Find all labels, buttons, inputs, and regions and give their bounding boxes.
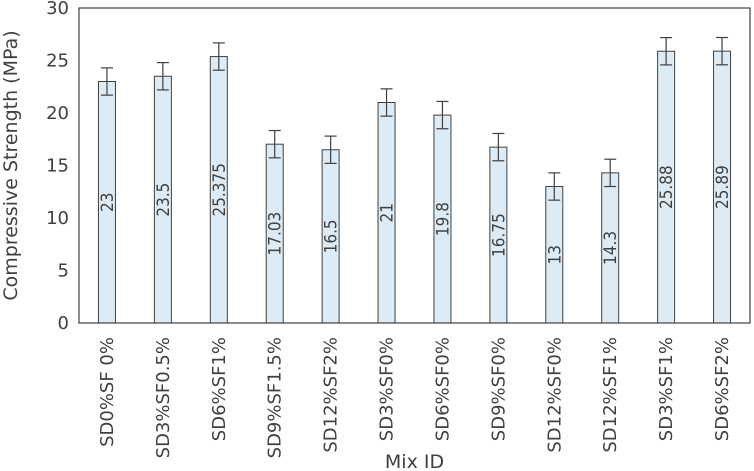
error-bar bbox=[548, 172, 561, 201]
error-bar bbox=[324, 135, 337, 164]
data-label: 16.5 bbox=[322, 219, 342, 253]
y-tick-label: 0 bbox=[58, 313, 69, 334]
data-label: 25.375 bbox=[210, 163, 230, 217]
x-tick-label: SD3%SF0.5% bbox=[153, 337, 174, 458]
x-axis-ticks: SD0%SF 0% SD3%SF0.5% SD6%SF1% SD9%SF1.5% SD1… bbox=[97, 337, 733, 458]
error-bar bbox=[156, 61, 169, 91]
y-tick-label: 25 bbox=[46, 51, 69, 72]
bars bbox=[97, 50, 732, 324]
y-tick-label: 15 bbox=[46, 156, 69, 177]
error-bar bbox=[212, 42, 225, 71]
y-tick-label: 5 bbox=[58, 261, 69, 282]
error-bars bbox=[100, 36, 729, 201]
x-tick-label: SD0%SF 0% bbox=[97, 337, 118, 447]
data-label: 25.89 bbox=[713, 165, 733, 209]
plot-frame bbox=[78, 7, 751, 324]
data-label: 23.5 bbox=[154, 183, 174, 217]
error-bar bbox=[660, 37, 673, 66]
x-tick-label: SD9%SF1.5% bbox=[265, 337, 286, 458]
data-label: 17.03 bbox=[266, 212, 286, 256]
x-tick-label: SD12%SF1% bbox=[600, 337, 621, 453]
x-tick-label: SD3%SF1% bbox=[656, 337, 677, 441]
error-bar bbox=[492, 132, 505, 162]
y-tick-label: 10 bbox=[46, 208, 69, 229]
data-label: 25.88 bbox=[657, 165, 677, 209]
x-tick-label: SD6%SF0% bbox=[432, 337, 453, 441]
x-tick-label: SD12%SF2% bbox=[321, 337, 342, 453]
y-tick-label: 30 bbox=[46, 0, 69, 19]
data-labels: 23 23.5 25.375 17.03 16.5 21 19.8 16.75 13 14.3 25… bbox=[98, 163, 733, 265]
x-tick-label: SD6%SF2% bbox=[712, 337, 733, 441]
data-label: 23 bbox=[98, 193, 118, 212]
x-tick-label: SD6%SF1% bbox=[209, 337, 230, 441]
error-bar bbox=[268, 129, 281, 159]
x-tick-label: SD9%SF0% bbox=[488, 337, 509, 441]
data-label: 19.8 bbox=[433, 202, 453, 236]
error-bar bbox=[100, 67, 113, 96]
error-bar bbox=[436, 100, 449, 130]
plot-area-border bbox=[78, 7, 751, 324]
y-axis-title: Compressive Strength (MPa) bbox=[0, 30, 22, 300]
error-bar bbox=[380, 88, 393, 117]
data-label: 13 bbox=[545, 245, 565, 264]
data-label: 21 bbox=[378, 203, 398, 222]
x-tick-label: SD3%SF0% bbox=[377, 337, 398, 441]
data-label: 14.3 bbox=[601, 231, 621, 265]
error-bar bbox=[604, 158, 617, 188]
y-axis-ticks: 0 5 10 15 20 25 30 bbox=[46, 0, 69, 334]
y-tick-label: 20 bbox=[46, 103, 69, 124]
x-axis-title: Mix ID bbox=[385, 451, 444, 471]
data-label: 16.75 bbox=[489, 213, 509, 257]
error-bar bbox=[716, 36, 729, 66]
x-tick-label: SD12%SF0% bbox=[544, 337, 565, 453]
